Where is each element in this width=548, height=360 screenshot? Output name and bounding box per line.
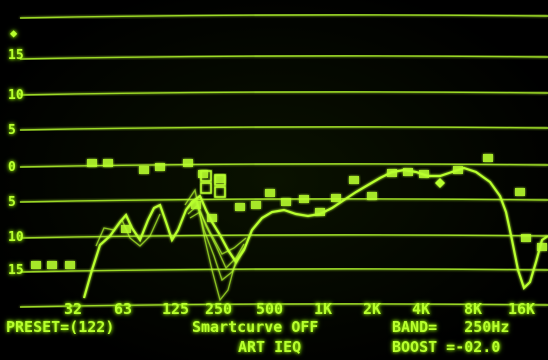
y-label-plus5: 5 <box>8 123 16 138</box>
band-marker <box>235 203 245 211</box>
band-marker <box>265 189 275 197</box>
x-label-250: 250 <box>205 300 233 318</box>
band-marker <box>515 188 525 196</box>
band-marker <box>387 169 397 177</box>
y-label-plus15: 15 <box>8 48 24 63</box>
band-marker <box>198 170 208 178</box>
band-marker <box>537 243 547 251</box>
y-label-minus15: 15 <box>8 263 24 278</box>
x-label-63: 63 <box>114 300 133 318</box>
band-marker <box>521 234 531 242</box>
x-label-32: 32 <box>64 300 83 318</box>
band-marker <box>349 176 359 184</box>
band-readout: BAND= 250Hz <box>392 318 510 336</box>
selected-band-marker <box>200 182 212 194</box>
band-marker <box>331 194 341 202</box>
grid-line <box>19 163 548 168</box>
selected-band-marker <box>214 186 226 198</box>
x-label-16k: 16K <box>508 300 536 318</box>
eq-trace <box>189 211 247 255</box>
band-marker <box>87 159 97 167</box>
band-marker <box>367 192 377 200</box>
band-marker <box>155 163 165 171</box>
y-label-minus10: 10 <box>8 230 24 245</box>
grid-line <box>19 14 548 19</box>
band-marker <box>191 201 201 209</box>
eq-trace <box>184 188 245 302</box>
selected-band-marker <box>214 174 226 186</box>
band-marker <box>103 159 113 167</box>
grid-line <box>19 198 548 203</box>
band-marker <box>215 175 225 183</box>
curve-diamond-icon <box>435 178 445 188</box>
grid-line <box>19 55 548 60</box>
band-marker <box>47 261 57 269</box>
band-marker <box>31 261 41 269</box>
mode-readout: ART IEQ <box>238 338 302 356</box>
band-marker <box>419 170 429 178</box>
y-label-zero: 0 <box>8 160 16 175</box>
boost-readout: BOOST =-02.0 <box>392 338 501 356</box>
grid-line <box>19 268 548 273</box>
band-marker <box>183 159 193 167</box>
y-axis-marker-icon: ◆ <box>10 26 18 40</box>
smartcurve-status: Smartcurve OFF <box>192 318 319 336</box>
grid-line <box>19 91 548 96</box>
eq-trace <box>185 198 241 282</box>
band-marker <box>281 198 291 206</box>
x-label-4k: 4K <box>412 300 431 318</box>
y-label-plus10: 10 <box>8 88 24 103</box>
band-marker <box>207 214 217 222</box>
band-marker <box>299 195 309 203</box>
band-marker <box>65 261 75 269</box>
grid-line <box>19 126 548 131</box>
y-label-minus5: 5 <box>8 195 16 210</box>
preset-readout: PRESET=(122) <box>6 318 115 336</box>
x-label-125: 125 <box>162 300 190 318</box>
x-label-500: 500 <box>256 300 284 318</box>
x-label-8k: 8K <box>464 300 483 318</box>
selected-band-marker <box>200 170 212 182</box>
grid-line <box>19 303 548 308</box>
band-marker <box>453 166 463 174</box>
x-label-1k: 1K <box>314 300 333 318</box>
band-marker <box>121 225 131 233</box>
x-label-2k: 2K <box>363 300 382 318</box>
eq-response-curve <box>82 166 548 299</box>
band-marker <box>403 168 413 176</box>
grid-line <box>19 234 548 239</box>
band-marker <box>139 166 149 174</box>
band-marker <box>483 154 493 162</box>
band-marker <box>315 208 325 216</box>
band-marker <box>251 201 261 209</box>
